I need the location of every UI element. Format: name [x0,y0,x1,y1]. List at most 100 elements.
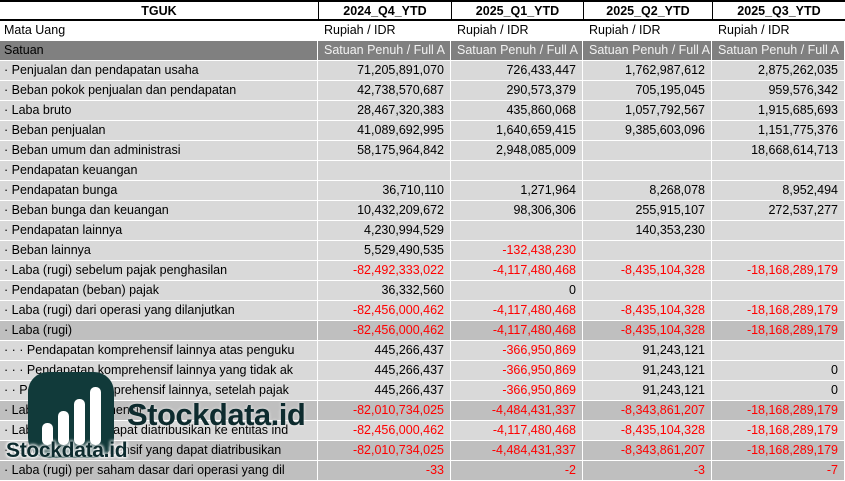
value-cell[interactable]: -18,168,289,179 [712,301,845,320]
value-cell[interactable]: -82,492,333,022 [318,261,451,280]
value-cell[interactable]: -8,435,104,328 [583,421,712,440]
value-cell[interactable]: 36,710,110 [318,181,451,200]
value-cell[interactable]: -2 [451,461,583,480]
value-cell[interactable]: Satuan Penuh / Full A [583,41,712,60]
value-cell[interactable]: 98,306,306 [451,201,583,220]
value-cell[interactable]: 1,762,987,612 [583,61,712,80]
value-cell[interactable]: Rupiah / IDR [712,21,845,40]
value-cell[interactable]: 0 [451,281,583,300]
value-cell[interactable]: -33 [318,461,451,480]
row-label[interactable]: · Beban umum dan administrasi [0,141,318,160]
value-cell[interactable]: 0 [712,361,845,380]
column-header-2025-q2-ytd[interactable]: 2025_Q2_YTD [583,2,712,19]
value-cell[interactable] [583,161,712,180]
value-cell[interactable]: -366,950,869 [451,341,583,360]
value-cell[interactable]: 726,433,447 [451,61,583,80]
value-cell[interactable] [712,241,845,260]
value-cell[interactable]: -18,168,289,179 [712,261,845,280]
value-cell[interactable]: 255,915,107 [583,201,712,220]
row-label[interactable]: · · · Pendapatan komprehensif lainnya at… [0,341,318,360]
value-cell[interactable]: 1,151,775,376 [712,121,845,140]
value-cell[interactable]: 445,266,437 [318,361,451,380]
value-cell[interactable]: 8,268,078 [583,181,712,200]
value-cell[interactable]: -82,456,000,462 [318,301,451,320]
value-cell[interactable]: 28,467,320,383 [318,101,451,120]
value-cell[interactable]: 1,640,659,415 [451,121,583,140]
value-cell[interactable]: 42,738,570,687 [318,81,451,100]
column-header-2025-q1-ytd[interactable]: 2025_Q1_YTD [451,2,583,19]
value-cell[interactable]: -4,484,431,337 [451,441,583,460]
row-label[interactable]: · Pendapatan lainnya [0,221,318,240]
value-cell[interactable] [583,141,712,160]
row-label[interactable]: · Beban bunga dan keuangan [0,201,318,220]
value-cell[interactable]: 290,573,379 [451,81,583,100]
value-cell[interactable]: -82,456,000,462 [318,321,451,340]
row-label[interactable]: · Laba (rugi) sebelum pajak penghasilan [0,261,318,280]
row-label[interactable]: Satuan [0,41,318,60]
value-cell[interactable]: -8,435,104,328 [583,261,712,280]
row-label[interactable]: · Pendapatan keuangan [0,161,318,180]
value-cell[interactable]: 0 [712,381,845,400]
value-cell[interactable]: -8,435,104,328 [583,321,712,340]
row-label[interactable]: · Penjualan dan pendapatan usaha [0,61,318,80]
value-cell[interactable]: 1,271,964 [451,181,583,200]
value-cell[interactable]: 71,205,891,070 [318,61,451,80]
value-cell[interactable]: Satuan Penuh / Full A [712,41,845,60]
value-cell[interactable]: -82,456,000,462 [318,421,451,440]
value-cell[interactable]: -366,950,869 [451,381,583,400]
value-cell[interactable]: Rupiah / IDR [451,21,583,40]
value-cell[interactable] [712,281,845,300]
value-cell[interactable] [583,281,712,300]
value-cell[interactable]: 9,385,603,096 [583,121,712,140]
value-cell[interactable]: -3 [583,461,712,480]
column-header-2024-q4-ytd[interactable]: 2024_Q4_YTD [318,2,451,19]
value-cell[interactable]: 272,537,277 [712,201,845,220]
value-cell[interactable]: -4,117,480,468 [451,301,583,320]
value-cell[interactable]: -18,168,289,179 [712,421,845,440]
row-label[interactable]: · Laba bruto [0,101,318,120]
value-cell[interactable]: -8,343,861,207 [583,401,712,420]
value-cell[interactable]: 5,529,490,535 [318,241,451,260]
value-cell[interactable]: 36,332,560 [318,281,451,300]
value-cell[interactable]: 91,243,121 [583,341,712,360]
value-cell[interactable]: 10,432,209,672 [318,201,451,220]
value-cell[interactable]: -18,168,289,179 [712,401,845,420]
value-cell[interactable]: -4,484,431,337 [451,401,583,420]
value-cell[interactable]: -18,168,289,179 [712,441,845,460]
row-label[interactable]: · Laba (rugi) dari operasi yang dilanjut… [0,301,318,320]
value-cell[interactable] [712,221,845,240]
value-cell[interactable]: 1,915,685,693 [712,101,845,120]
value-cell[interactable]: 2,948,085,009 [451,141,583,160]
value-cell[interactable]: -82,010,734,025 [318,441,451,460]
row-label[interactable]: · Beban penjualan [0,121,318,140]
value-cell[interactable]: -132,438,230 [451,241,583,260]
value-cell[interactable] [318,161,451,180]
value-cell[interactable]: -18,168,289,179 [712,321,845,340]
row-label[interactable]: · Laba (rugi) per saham dasar dari opera… [0,461,318,480]
value-cell[interactable] [451,161,583,180]
value-cell[interactable] [712,341,845,360]
value-cell[interactable] [451,221,583,240]
value-cell[interactable]: 4,230,994,529 [318,221,451,240]
value-cell[interactable]: 58,175,964,842 [318,141,451,160]
value-cell[interactable]: 445,266,437 [318,381,451,400]
value-cell[interactable]: 41,089,692,995 [318,121,451,140]
value-cell[interactable]: Rupiah / IDR [318,21,451,40]
value-cell[interactable]: 1,057,792,567 [583,101,712,120]
value-cell[interactable]: -7 [712,461,845,480]
value-cell[interactable]: 959,576,342 [712,81,845,100]
value-cell[interactable]: 8,952,494 [712,181,845,200]
value-cell[interactable]: -4,117,480,468 [451,261,583,280]
value-cell[interactable]: -4,117,480,468 [451,321,583,340]
value-cell[interactable]: 435,860,068 [451,101,583,120]
value-cell[interactable]: Rupiah / IDR [583,21,712,40]
row-label[interactable]: · Beban lainnya [0,241,318,260]
value-cell[interactable] [583,241,712,260]
value-cell[interactable]: 18,668,614,713 [712,141,845,160]
value-cell[interactable] [712,161,845,180]
value-cell[interactable]: -366,950,869 [451,361,583,380]
value-cell[interactable]: 445,266,437 [318,341,451,360]
value-cell[interactable]: 91,243,121 [583,381,712,400]
value-cell[interactable]: Satuan Penuh / Full A [451,41,583,60]
ticker-header-cell[interactable]: TGUK [141,4,177,18]
